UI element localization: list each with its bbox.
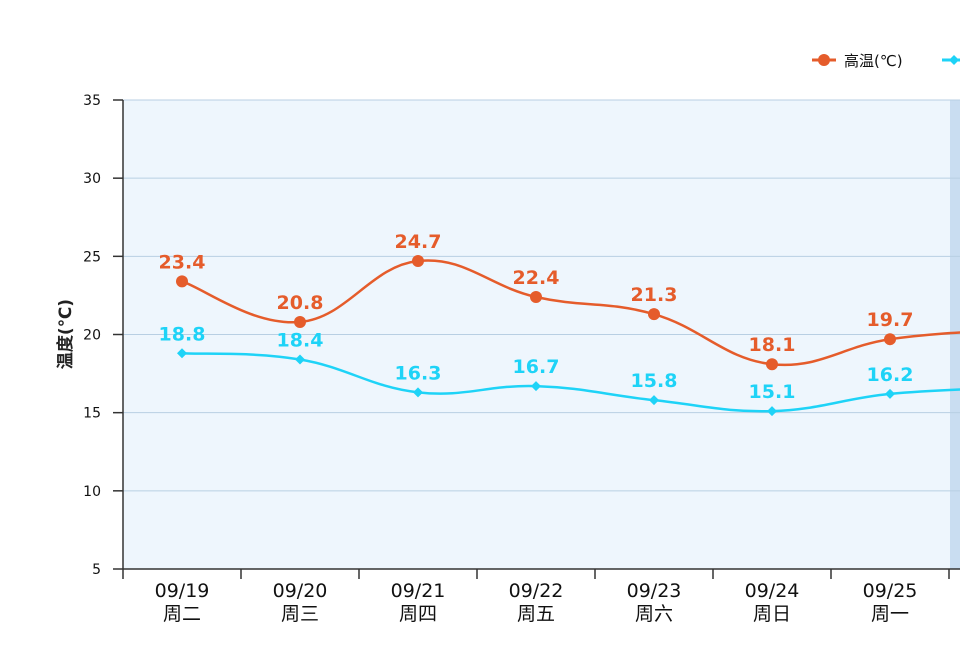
data-label: 15.1 — [749, 381, 796, 403]
data-label: 20.8 — [277, 292, 324, 314]
data-point[interactable] — [766, 358, 778, 371]
x-tick-date: 09/24 — [745, 580, 800, 602]
y-tick-label: 35 — [83, 93, 101, 109]
grid-lines — [123, 99, 960, 492]
data-label: 23.4 — [159, 251, 206, 273]
data-point[interactable] — [412, 255, 424, 268]
data-label: 22.4 — [513, 267, 560, 289]
data-point[interactable] — [295, 354, 305, 365]
data-point[interactable] — [885, 388, 895, 399]
x-tick-day: 周二 — [163, 603, 201, 625]
legend[interactable]: 高温(℃) 低温(℃) — [812, 52, 960, 70]
x-tick-date: 09/21 — [391, 580, 446, 602]
y-tick-label: 15 — [83, 406, 101, 422]
x-tick-day: 周三 — [281, 603, 319, 625]
legend-item-high[interactable]: 高温(℃) — [812, 52, 903, 70]
data-label: 18.8 — [159, 323, 206, 345]
series-layer: 23.4 20.8 24.7 22.4 21.3 18.1 19.7 18.8 18.4 16.3… — [159, 231, 960, 417]
y-axis-ticks: 5 10 15 20 25 30 35 — [83, 93, 123, 578]
x-tick-date: 09/23 — [627, 580, 682, 602]
data-point[interactable] — [531, 381, 541, 392]
series-line — [181, 259, 960, 367]
legend-label: 高温(℃) — [844, 52, 903, 70]
legend-swatch-marker — [818, 54, 830, 66]
data-point[interactable] — [649, 395, 659, 406]
data-point[interactable] — [884, 333, 896, 346]
legend-swatch-marker — [949, 55, 959, 65]
x-tick-date: 09/25 — [863, 580, 918, 602]
data-label: 16.3 — [395, 362, 442, 384]
x-tick-date: 09/19 — [155, 580, 210, 602]
x-tick-day: 周四 — [399, 603, 437, 625]
y-tick-label: 30 — [83, 171, 101, 187]
y-axis-label: 温度(℃) — [55, 299, 76, 369]
x-tick-date: 09/22 — [509, 580, 564, 602]
data-point[interactable] — [530, 290, 542, 303]
y-tick-label: 25 — [83, 249, 101, 265]
data-label: 16.7 — [513, 356, 560, 378]
x-tick-day: 周日 — [753, 603, 791, 625]
data-point[interactable] — [177, 348, 187, 359]
data-point[interactable] — [294, 315, 306, 328]
data-label: 15.8 — [631, 370, 678, 392]
data-label: 18.4 — [277, 330, 324, 352]
data-label: 24.7 — [395, 231, 442, 253]
low-temp-series: 18.8 18.4 16.3 16.7 15.8 15.1 16.2 — [159, 323, 960, 417]
data-point[interactable] — [648, 308, 660, 321]
high-temp-series: 23.4 20.8 24.7 22.4 21.3 18.1 19.7 — [159, 231, 960, 371]
data-label: 21.3 — [631, 284, 678, 306]
x-tick-day: 周六 — [635, 603, 673, 625]
data-label: 16.2 — [867, 364, 914, 386]
data-label: 18.1 — [749, 334, 796, 356]
data-point[interactable] — [413, 387, 423, 398]
series-line — [181, 352, 960, 413]
data-point[interactable] — [176, 275, 188, 288]
x-tick-date: 09/20 — [273, 580, 328, 602]
y-tick-label: 20 — [83, 328, 101, 344]
y-tick-label: 5 — [92, 562, 101, 578]
y-tick-label: 10 — [83, 484, 101, 500]
legend-item-low[interactable]: 低温(℃) — [942, 52, 960, 70]
x-tick-day: 周五 — [517, 603, 555, 625]
data-label: 19.7 — [867, 309, 914, 331]
data-point[interactable] — [767, 406, 777, 417]
x-tick-day: 周一 — [871, 603, 909, 625]
